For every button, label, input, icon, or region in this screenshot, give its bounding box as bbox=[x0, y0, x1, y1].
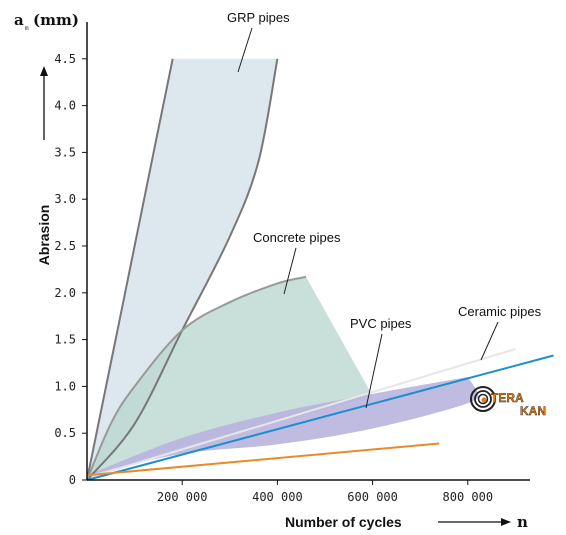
y-tick-label: 3.0 bbox=[54, 192, 76, 206]
y-tick-label: 1.5 bbox=[54, 333, 76, 347]
band-upper-edge bbox=[86, 58, 174, 481]
y-subscript: m bbox=[25, 25, 29, 32]
x-symbol: n bbox=[517, 513, 528, 531]
band-lower-edge bbox=[86, 58, 279, 481]
annotation-grp: GRP pipes bbox=[227, 10, 290, 73]
y-symbol: a bbox=[14, 11, 24, 29]
svg-text:Concrete pipes: Concrete pipes bbox=[253, 230, 341, 245]
svg-text:PVC pipes: PVC pipes bbox=[350, 316, 412, 331]
y-tick-label: 1.0 bbox=[54, 379, 76, 393]
x-tick-label: 400 000 bbox=[252, 490, 303, 504]
y-axis-title: Abrasion bbox=[36, 205, 52, 266]
svg-text:GRP pipes: GRP pipes bbox=[227, 10, 290, 25]
annotation-ceramic: Ceramic pipes bbox=[458, 304, 542, 361]
data-lines bbox=[86, 58, 554, 481]
series-line-3 bbox=[86, 354, 554, 481]
annotation-pvc: PVC pipes bbox=[350, 316, 412, 409]
y-tick-label: 4.0 bbox=[54, 99, 76, 113]
band-upper-edge bbox=[86, 275, 307, 481]
svg-text:Ceramic pipes: Ceramic pipes bbox=[458, 304, 542, 319]
series-line-4 bbox=[86, 442, 440, 477]
x-arrow bbox=[438, 518, 511, 526]
x-tick-labels: 200 000 400 000 600 000 800 000 bbox=[157, 480, 493, 504]
svg-text:KAN: KAN bbox=[520, 404, 546, 418]
y-tick-label: 2.0 bbox=[54, 286, 76, 300]
y-tick-label: 0 bbox=[69, 473, 76, 487]
terakan-logo: TERA KAN bbox=[470, 386, 546, 418]
x-tick-label: 800 000 bbox=[443, 490, 494, 504]
y-tick-label: 3.5 bbox=[54, 145, 76, 159]
svg-text:TERA: TERA bbox=[491, 391, 524, 405]
y-tick-label: 0.5 bbox=[54, 426, 76, 440]
band-concrete-pipes bbox=[87, 276, 373, 480]
y-unit: (mm) bbox=[33, 11, 79, 29]
y-arrow bbox=[40, 66, 48, 140]
y-tick-labels: 0 0.5 1.0 1.5 2.0 2.5 3.0 3.5 4.0 4.5 bbox=[54, 52, 87, 487]
data-areas bbox=[86, 58, 516, 481]
annotation-concrete: Concrete pipes bbox=[253, 230, 341, 295]
y-tick-label: 4.5 bbox=[54, 52, 76, 66]
reference-line bbox=[86, 348, 516, 480]
band-grp-pipes bbox=[87, 58, 278, 481]
x-tick-label: 200 000 bbox=[157, 490, 208, 504]
y-tick-label: 2.5 bbox=[54, 239, 76, 253]
x-axis-title: Number of cycles bbox=[285, 514, 402, 530]
x-tick-label: 600 000 bbox=[347, 490, 398, 504]
